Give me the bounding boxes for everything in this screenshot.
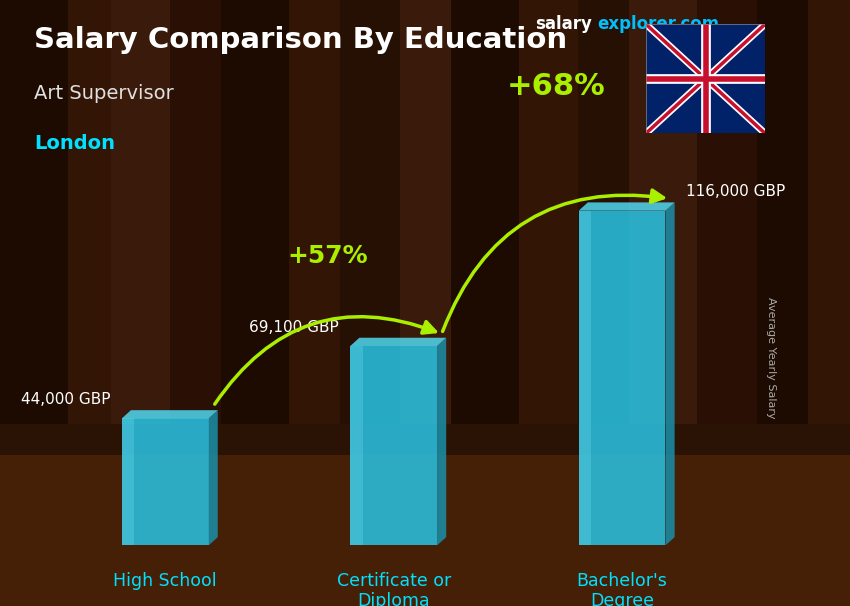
- Text: +68%: +68%: [507, 72, 605, 101]
- Polygon shape: [579, 211, 666, 545]
- Bar: [697, 0, 756, 424]
- Text: 69,100 GBP: 69,100 GBP: [249, 320, 339, 335]
- Polygon shape: [350, 346, 363, 545]
- Bar: [221, 0, 289, 424]
- Bar: [0, 0, 68, 424]
- Bar: [629, 0, 697, 424]
- Bar: [110, 0, 170, 424]
- Polygon shape: [646, 24, 765, 133]
- Bar: [518, 0, 578, 424]
- Text: Salary Comparison By Education: Salary Comparison By Education: [34, 26, 567, 54]
- Text: Bachelor's
Degree: Bachelor's Degree: [576, 571, 667, 606]
- Bar: [808, 0, 850, 424]
- Text: .com: .com: [674, 15, 719, 33]
- Polygon shape: [666, 202, 675, 545]
- Bar: [756, 0, 808, 424]
- Polygon shape: [579, 211, 592, 545]
- Bar: [578, 0, 629, 424]
- Bar: [289, 0, 340, 424]
- Bar: [400, 0, 451, 424]
- Bar: [0, 454, 850, 606]
- Polygon shape: [350, 346, 437, 545]
- Text: London: London: [34, 134, 115, 153]
- Polygon shape: [350, 338, 446, 346]
- Bar: [340, 0, 399, 424]
- Text: 116,000 GBP: 116,000 GBP: [686, 184, 785, 199]
- Bar: [68, 0, 110, 424]
- Text: 44,000 GBP: 44,000 GBP: [21, 392, 111, 407]
- Polygon shape: [122, 418, 134, 545]
- Bar: [450, 0, 518, 424]
- Polygon shape: [122, 418, 208, 545]
- Polygon shape: [122, 410, 218, 418]
- Text: explorer: explorer: [598, 15, 677, 33]
- Text: salary: salary: [536, 15, 592, 33]
- Text: Average Yearly Salary: Average Yearly Salary: [766, 297, 775, 419]
- Text: +57%: +57%: [287, 244, 368, 268]
- Text: Certificate or
Diploma: Certificate or Diploma: [337, 571, 450, 606]
- Polygon shape: [579, 202, 675, 211]
- Text: Art Supervisor: Art Supervisor: [34, 84, 173, 104]
- Text: High School: High School: [113, 571, 217, 590]
- Polygon shape: [437, 338, 446, 545]
- Polygon shape: [208, 410, 218, 545]
- Bar: [170, 0, 221, 424]
